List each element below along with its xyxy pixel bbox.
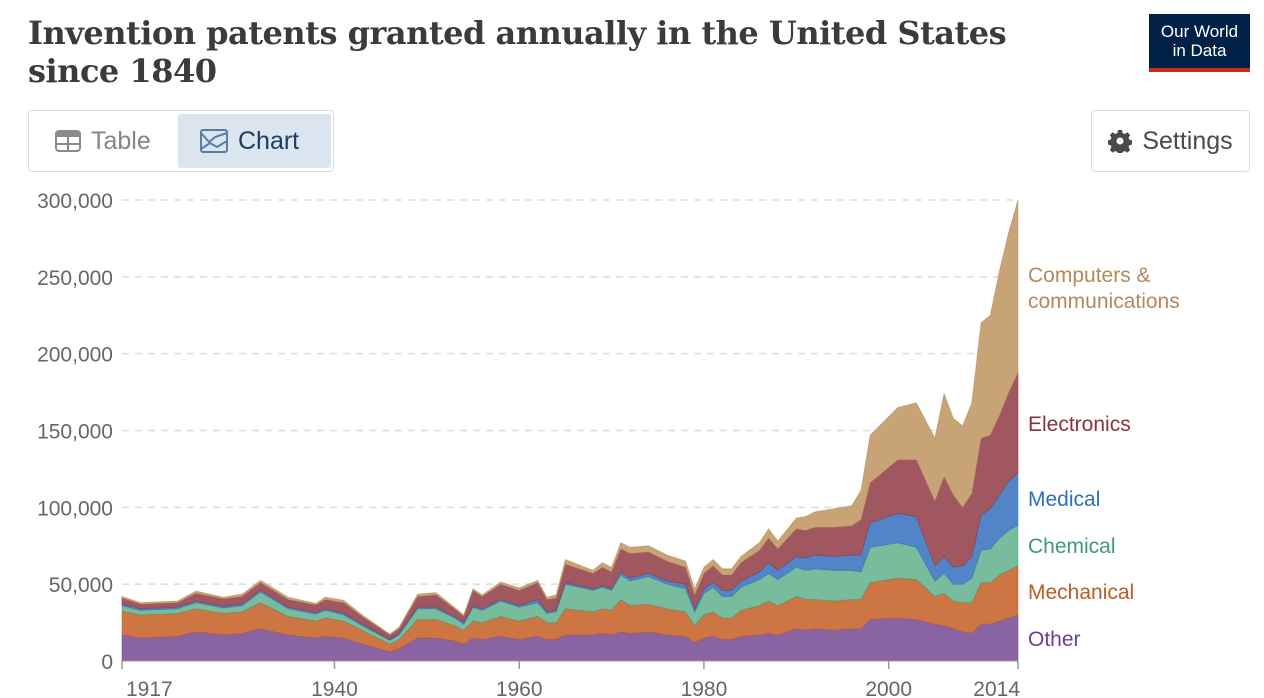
- table-icon: [55, 130, 81, 152]
- view-toggle: Table Chart: [28, 110, 334, 172]
- legend-label-mechanical: Mechanical: [1028, 581, 1134, 604]
- legend-label-computers-communications: Computers & communications: [1028, 264, 1180, 313]
- logo-bar: [1149, 68, 1250, 72]
- y-tick-label: 150,000: [37, 421, 113, 444]
- chart-icon: [200, 129, 228, 153]
- x-tick-label: 1980: [681, 678, 728, 698]
- legend-label-electronics: Electronics: [1028, 413, 1131, 436]
- tab-chart-label: Chart: [238, 126, 300, 155]
- y-tick-label: 300,000: [37, 190, 113, 213]
- owid-logo[interactable]: Our World in Data: [1149, 14, 1250, 72]
- x-tick-label: 1960: [496, 678, 543, 698]
- y-tick-label: 250,000: [37, 267, 113, 290]
- legend-label-chemical: Chemical: [1028, 535, 1116, 558]
- legend-label-other: Other: [1028, 628, 1081, 651]
- legend-label-medical: Medical: [1028, 488, 1100, 511]
- chart-title: Invention patents granted annually in th…: [28, 14, 1007, 90]
- x-tick-label: 1940: [311, 678, 358, 698]
- y-tick-label: 0: [101, 651, 113, 674]
- x-tick-label: 2014: [973, 678, 1020, 698]
- tab-table-label: Table: [91, 126, 151, 155]
- settings-button[interactable]: Settings: [1091, 110, 1250, 172]
- y-tick-label: 200,000: [37, 344, 113, 367]
- x-tick-label: 2000: [865, 678, 912, 698]
- tab-table[interactable]: Table: [33, 114, 173, 168]
- x-tick-label: 1917: [126, 678, 173, 698]
- logo-line-1: Our World: [1160, 22, 1239, 41]
- y-tick-label: 100,000: [37, 497, 113, 520]
- area-computers-communications: [121, 199, 1019, 636]
- y-tick-label: 50,000: [49, 574, 113, 597]
- gear-icon: [1108, 130, 1133, 153]
- logo-line-2: in Data: [1172, 41, 1227, 60]
- settings-label: Settings: [1142, 126, 1233, 155]
- tab-chart[interactable]: Chart: [178, 114, 331, 168]
